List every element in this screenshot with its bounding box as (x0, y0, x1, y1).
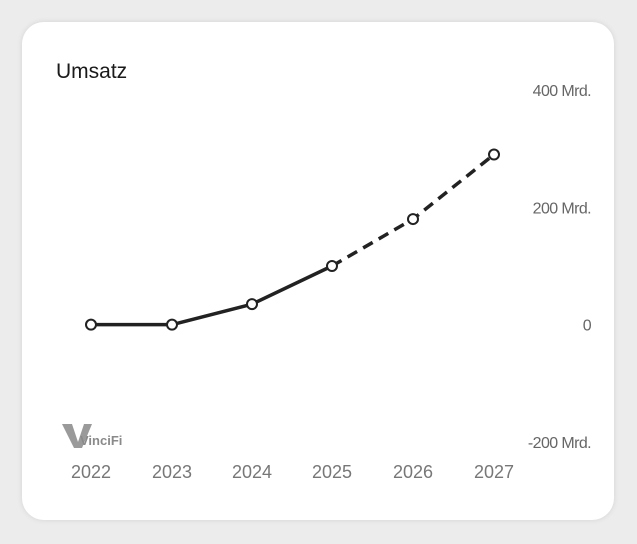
logo-mark-icon (62, 424, 92, 448)
data-point (326, 260, 338, 272)
forecast-line (331, 153, 496, 268)
x-tick-label: 2023 (152, 462, 192, 482)
series-lines (91, 153, 496, 327)
data-point (407, 213, 419, 226)
data-point (246, 298, 258, 311)
data-point (166, 318, 178, 331)
y-tick-label: -200 Mrd. (528, 435, 591, 452)
x-tick-label: 2022 (71, 462, 111, 482)
x-axis-labels: 2022 2023 2024 2025 2026 2027 (71, 462, 514, 482)
y-axis-labels: 400 Mrd. 200 Mrd. 0 -200 Mrd. (528, 83, 592, 452)
x-tick-label: 2027 (474, 462, 514, 482)
y-tick-label: 400 Mrd. (533, 83, 591, 100)
chart-card: Umsatz 400 Mrd. 200 Mrd. 0 -200 Mrd. 2022 20… (22, 22, 614, 520)
line-chart: 400 Mrd.200 Mrd.0-200 Mrd. 2022 2023 2024 2… (62, 83, 592, 482)
x-tick-label: 2025 (312, 462, 352, 482)
actual-line (91, 264, 333, 327)
data-point (85, 318, 97, 331)
x-tick-label: 2024 (232, 462, 272, 482)
series-points (85, 148, 500, 331)
vincifi-logo: VinciFi (62, 424, 122, 448)
data-point (488, 148, 500, 161)
chart-title: Umsatz (56, 60, 128, 83)
logo-text: VinciFi (80, 433, 122, 448)
y-tick-label: 0 (583, 318, 592, 335)
x-tick-label: 2026 (393, 462, 433, 482)
y-tick-label: 200 Mrd. (533, 200, 591, 217)
